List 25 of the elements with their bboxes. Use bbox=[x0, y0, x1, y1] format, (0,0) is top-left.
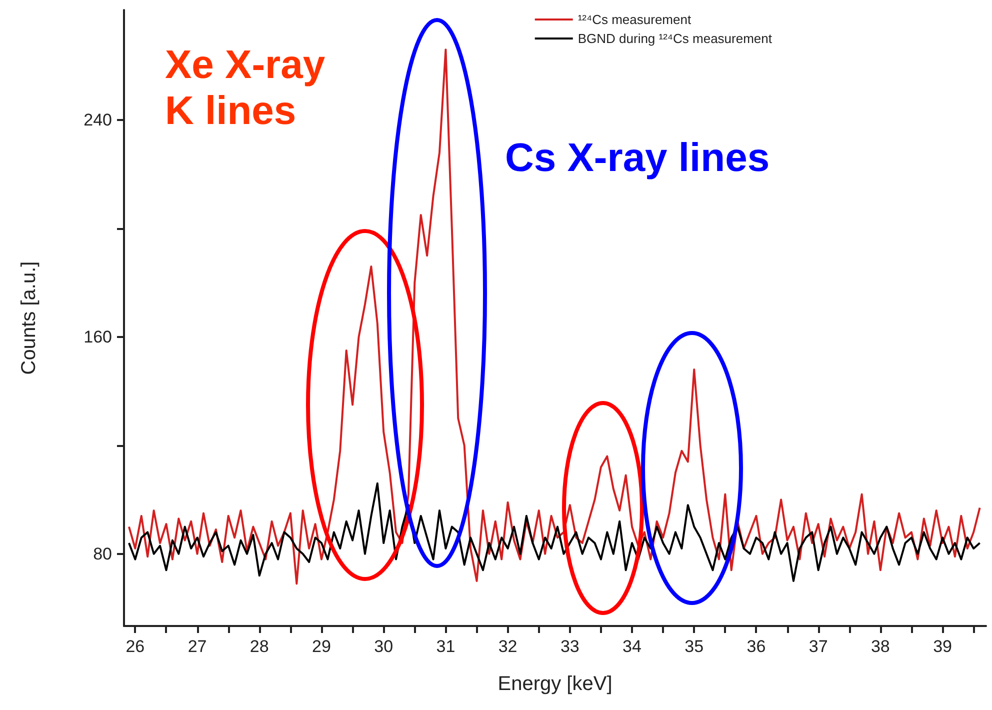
x-tick-label: 26 bbox=[126, 637, 145, 656]
x-tick-label: 36 bbox=[746, 637, 766, 656]
x-tick-label: 37 bbox=[808, 637, 828, 656]
x-tick-label: 39 bbox=[933, 637, 952, 656]
x-tick-label: 28 bbox=[250, 637, 269, 656]
legend-label: BGND during ¹²⁴Cs measurement bbox=[578, 31, 772, 46]
x-tick-label: 32 bbox=[498, 637, 518, 656]
x-axis-title: Energy [keV] bbox=[498, 673, 612, 695]
x-tick-label: 30 bbox=[374, 637, 394, 656]
x-tick-label: 35 bbox=[684, 637, 704, 656]
x-tick-label: 29 bbox=[312, 637, 331, 656]
y-tick-label: 240 bbox=[84, 110, 112, 130]
x-tick-label: 33 bbox=[560, 637, 580, 656]
x-tick-label: 31 bbox=[436, 637, 456, 656]
line-series bbox=[128, 482, 981, 582]
line-series bbox=[128, 48, 981, 585]
annotation: Xe X-ray K lines bbox=[165, 43, 326, 133]
y-tick-label: 80 bbox=[93, 544, 112, 564]
y-axis-title: Counts [a.u.] bbox=[18, 261, 40, 375]
x-tick-label: 27 bbox=[188, 637, 207, 656]
x-tick-label: 38 bbox=[870, 637, 890, 656]
annotation: Cs X-ray lines bbox=[505, 136, 770, 180]
x-tick-label: 34 bbox=[622, 637, 642, 656]
y-tick-label: 160 bbox=[84, 327, 112, 346]
legend-label: ¹²⁴Cs measurement bbox=[578, 12, 692, 27]
